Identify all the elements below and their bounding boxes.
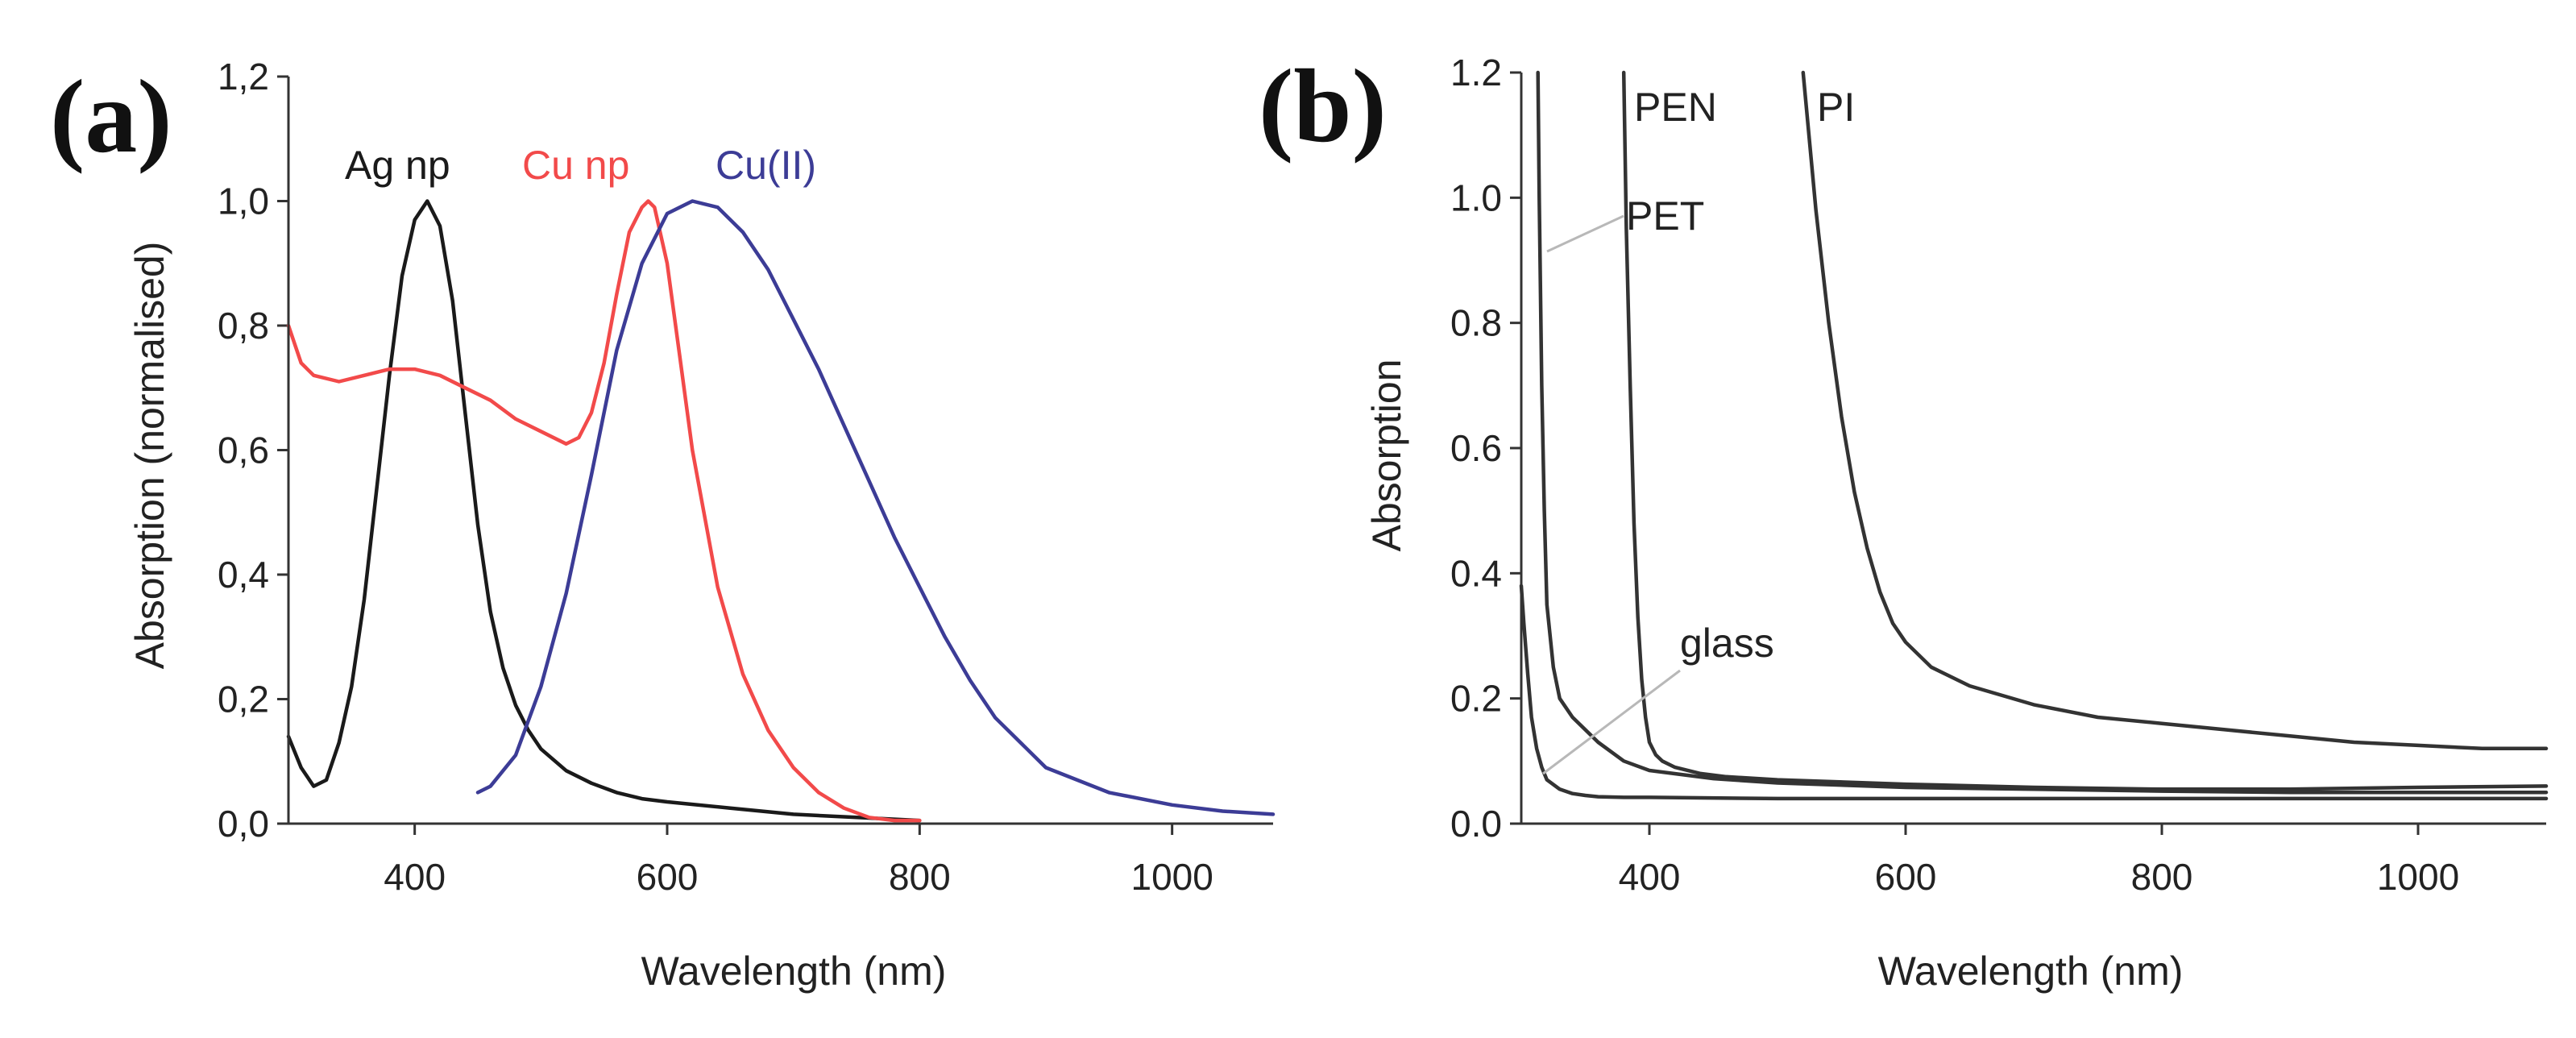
panel-a-y-tick-label: 0,8 — [218, 305, 269, 347]
panel-a-ticks: 0,0 0,2 0,4 0,6 0,8 1,0 1,2 400 600 800 1000 — [218, 56, 1213, 898]
panel-b-x-tick-label: 600 — [1875, 856, 1937, 898]
panel-b: (b) 0.0 0.2 0.4 0.6 0.8 1.0 1.2 400 600 800 1000 W… — [1259, 48, 2549, 994]
panel-a-y-tick-label: 1,0 — [218, 181, 269, 222]
panel-a-x-tick-label: 400 — [384, 856, 446, 898]
panel-a-x-axis-label: Wavelength (nm) — [641, 949, 947, 994]
panel-a-y-tick-label: 0,0 — [218, 803, 269, 845]
panel-b-y-tick-label: 1.2 — [1450, 52, 1502, 93]
panel-b-x-tick-label: 800 — [2131, 856, 2193, 898]
series-label-glass: glass — [1680, 621, 1774, 666]
series-line-pet — [1536, 70, 2549, 795]
series-line-cu-ii — [475, 199, 1276, 816]
panel-b-y-tick-label: 0.0 — [1450, 803, 1502, 845]
series-label-cu-ii: Cu(II) — [716, 143, 816, 188]
panel-a-curves — [286, 199, 1276, 823]
panel-a-y-tick-label: 0,2 — [218, 679, 269, 720]
panel-b-y-axis-label: Absorption — [1364, 359, 1409, 551]
pet-leader-line — [1546, 214, 1624, 253]
panel-b-x-tick-label: 400 — [1619, 856, 1681, 898]
panel-a-y-tick-label: 0,4 — [218, 554, 269, 596]
panel-a: (a) 0,0 0,2 0,4 0,6 0,8 1,0 1,2 400 600 800 1000 W… — [50, 56, 1276, 994]
series-label-pet: PET — [1626, 193, 1704, 239]
series-label-pen: PEN — [1634, 85, 1717, 130]
panel-a-y-tick-label: 0,6 — [218, 430, 269, 471]
panel-b-x-tick-label: 1000 — [2377, 856, 2459, 898]
panel-b-y-tick-label: 0.8 — [1450, 302, 1502, 344]
series-label-ag-np: Ag np — [345, 143, 450, 188]
series-label-pi: PI — [1817, 85, 1855, 130]
panel-b-curves — [1519, 70, 2549, 801]
panel-a-x-tick-label: 600 — [637, 856, 699, 898]
series-line-ag-np — [286, 199, 922, 823]
glass-leader-line — [1542, 669, 1681, 775]
panel-b-y-tick-label: 1.0 — [1450, 176, 1502, 218]
series-line-glass — [1519, 583, 2549, 801]
series-line-pen — [1621, 70, 2549, 791]
panel-a-y-axis-label: Absorption (normalised) — [127, 242, 172, 670]
panel-b-label: (b) — [1259, 48, 1387, 164]
panel-a-x-tick-label: 800 — [889, 856, 951, 898]
panel-b-y-tick-label: 0.6 — [1450, 427, 1502, 469]
panel-a-y-tick-label: 1,2 — [218, 56, 269, 98]
panel-a-label: (a) — [50, 59, 172, 175]
panel-b-ticks: 0.0 0.2 0.4 0.6 0.8 1.0 1.2 400 600 800 1000 — [1450, 52, 2459, 898]
series-line-cu-np — [286, 199, 922, 823]
panel-b-y-tick-label: 0.2 — [1450, 678, 1502, 720]
series-label-cu-np: Cu np — [522, 143, 629, 188]
panel-b-y-tick-label: 0.4 — [1450, 552, 1502, 594]
panel-a-x-tick-label: 1000 — [1130, 856, 1213, 898]
series-line-pi — [1801, 70, 2549, 751]
panel-b-x-axis-label: Wavelength (nm) — [1878, 949, 2184, 994]
